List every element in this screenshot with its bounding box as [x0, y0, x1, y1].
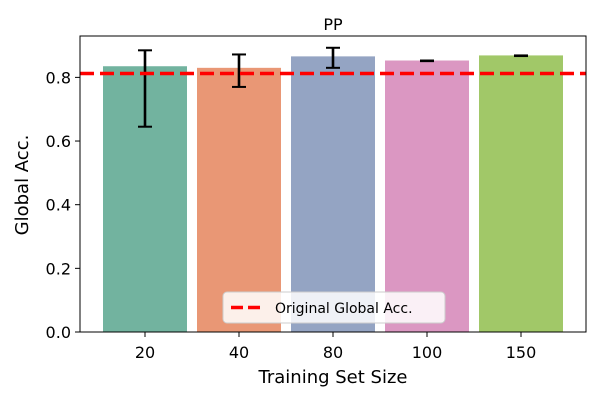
y-tick-label-2: 0.4 [46, 196, 71, 215]
bars-group [103, 55, 563, 333]
x-tick-label-80: 80 [323, 343, 343, 362]
chart-title: PP [323, 15, 343, 34]
x-tick-label-150: 150 [506, 343, 537, 362]
x-tick-label-40: 40 [229, 343, 249, 362]
x-tick-label-100: 100 [412, 343, 443, 362]
x-ticks-group: 20 40 80 100 150 [135, 332, 536, 362]
y-axis-label: Global Acc. [12, 135, 33, 236]
y-tick-label-1: 0.2 [46, 259, 71, 278]
legend-label-reference-line: Original Global Acc. [275, 301, 413, 317]
legend: Original Global Acc. [222, 291, 446, 324]
y-tick-label-4: 0.8 [46, 68, 71, 87]
error-bars-group [138, 46, 528, 128]
legend-box [222, 291, 446, 324]
bar-40 [197, 67, 281, 333]
x-axis-label: Training Set Size [258, 367, 408, 388]
bar-150 [479, 55, 563, 333]
y-tick-label-0: 0.0 [46, 323, 71, 342]
y-ticks-group: 0.0 0.2 0.4 0.6 0.8 [46, 68, 80, 342]
bar-100 [385, 60, 469, 332]
y-tick-label-3: 0.6 [46, 132, 71, 151]
bar-80 [291, 56, 375, 332]
x-tick-label-20: 20 [135, 343, 155, 362]
